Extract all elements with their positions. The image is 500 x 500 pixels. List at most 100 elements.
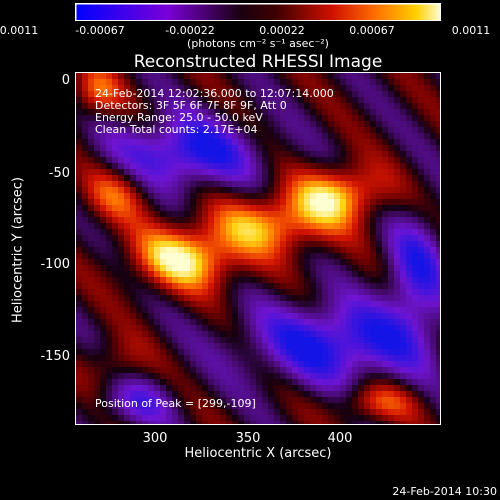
heatmap-cell	[268, 181, 274, 187]
heatmap-cell	[142, 397, 148, 403]
heatmap-cell	[184, 151, 190, 157]
heatmap-cell	[292, 97, 298, 103]
heatmap-cell	[148, 79, 154, 85]
heatmap-cell	[418, 361, 424, 367]
heatmap-cell	[118, 235, 124, 241]
heatmap-cell	[142, 349, 148, 355]
heatmap-cell	[358, 193, 364, 199]
heatmap-cell	[94, 79, 100, 85]
heatmap-cell	[232, 175, 238, 181]
heatmap-cell	[364, 163, 370, 169]
heatmap-cell	[358, 379, 364, 385]
heatmap-cell	[286, 253, 292, 259]
heatmap-cell	[334, 415, 340, 421]
y-tick-label: 0	[61, 73, 70, 88]
heatmap-cell	[310, 103, 316, 109]
heatmap-cell	[190, 247, 196, 253]
heatmap-cell	[280, 325, 286, 331]
heatmap-cell	[238, 199, 244, 205]
heatmap-cell	[376, 103, 382, 109]
heatmap-cell	[370, 235, 376, 241]
heatmap-cell	[142, 385, 148, 391]
heatmap-cell	[274, 115, 280, 121]
heatmap-cell	[382, 409, 388, 415]
heatmap-cell	[100, 91, 106, 97]
heatmap-cell	[178, 199, 184, 205]
heatmap-cell	[82, 169, 88, 175]
heatmap-cell	[238, 73, 244, 79]
heatmap-cell	[274, 331, 280, 337]
heatmap-cell	[214, 325, 220, 331]
heatmap-cell	[358, 253, 364, 259]
heatmap-cell	[100, 175, 106, 181]
heatmap-cell	[232, 157, 238, 163]
heatmap-cell	[76, 229, 82, 235]
heatmap-cell	[304, 367, 310, 373]
heatmap-cell	[388, 331, 394, 337]
heatmap-cell	[94, 277, 100, 283]
heatmap-cell	[412, 121, 418, 127]
heatmap-cell	[238, 229, 244, 235]
heatmap-cell	[274, 139, 280, 145]
heatmap-cell	[382, 313, 388, 319]
heatmap-cell	[166, 319, 172, 325]
heatmap-cell	[376, 277, 382, 283]
heatmap-cell	[328, 211, 334, 217]
heatmap-cell	[400, 85, 406, 91]
heatmap-cell	[430, 265, 436, 271]
heatmap-cell	[382, 301, 388, 307]
heatmap-cell	[400, 397, 406, 403]
heatmap-cell	[226, 355, 232, 361]
heatmap-cell	[76, 421, 82, 424]
heatmap-cell	[304, 337, 310, 343]
heatmap-cell	[100, 415, 106, 421]
heatmap-cell	[154, 307, 160, 313]
heatmap-cell	[304, 109, 310, 115]
heatmap-cell	[88, 211, 94, 217]
heatmap-cell	[370, 277, 376, 283]
heatmap-cell	[280, 163, 286, 169]
heatmap-cell	[346, 295, 352, 301]
heatmap-cell	[274, 181, 280, 187]
heatmap-cell	[220, 367, 226, 373]
heatmap-cell	[256, 331, 262, 337]
heatmap-cell	[238, 319, 244, 325]
heatmap-cell	[352, 199, 358, 205]
heatmap-cell	[382, 241, 388, 247]
heatmap-cell	[358, 235, 364, 241]
heatmap-cell	[424, 307, 430, 313]
heatmap-cell	[76, 91, 82, 97]
heatmap-cell	[280, 271, 286, 277]
heatmap-cell	[106, 331, 112, 337]
heatmap-cell	[250, 91, 256, 97]
heatmap-cell	[250, 265, 256, 271]
heatmap-cell	[202, 385, 208, 391]
heatmap-cell	[154, 421, 160, 424]
heatmap-cell	[304, 175, 310, 181]
heatmap-cell	[280, 217, 286, 223]
heatmap-cell	[400, 91, 406, 97]
heatmap-cell	[112, 91, 118, 97]
heatmap-cell	[286, 145, 292, 151]
heatmap-cell	[382, 265, 388, 271]
heatmap-cell	[394, 169, 400, 175]
heatmap-cell	[406, 367, 412, 373]
heatmap-cell	[316, 169, 322, 175]
heatmap-cell	[412, 169, 418, 175]
heatmap-cell	[130, 181, 136, 187]
heatmap-cell	[268, 115, 274, 121]
heatmap-cell	[220, 91, 226, 97]
heatmap-cell	[88, 385, 94, 391]
heatmap-cell	[136, 331, 142, 337]
heatmap-cell	[292, 145, 298, 151]
heatmap-cell	[154, 169, 160, 175]
heatmap-cell	[256, 169, 262, 175]
heatmap-cell	[298, 127, 304, 133]
heatmap-cell	[340, 109, 346, 115]
heatmap-cell	[112, 421, 118, 424]
heatmap-cell	[112, 199, 118, 205]
heatmap-cell	[316, 409, 322, 415]
heatmap-cell	[280, 139, 286, 145]
heatmap-cell	[244, 133, 250, 139]
heatmap-cell	[148, 337, 154, 343]
